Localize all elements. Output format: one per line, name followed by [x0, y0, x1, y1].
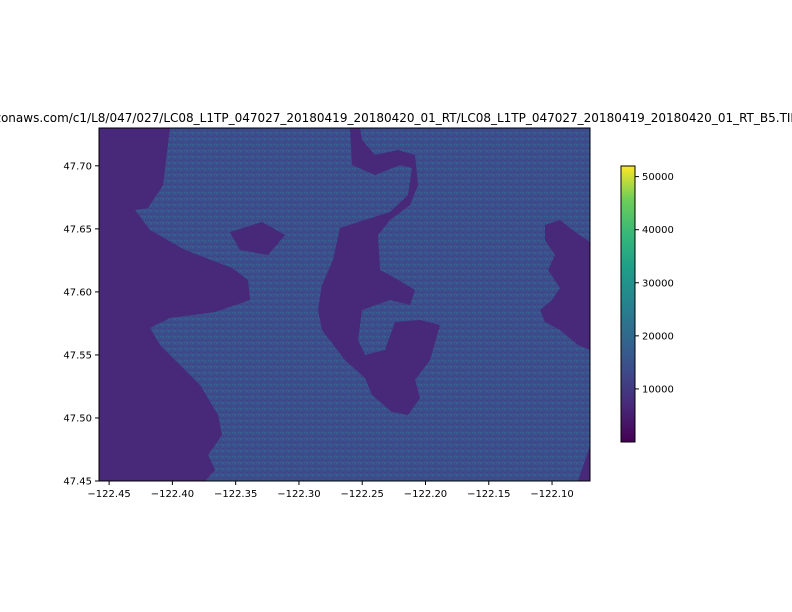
- plot-frame: [98, 127, 591, 482]
- x-tick-label: −122.35: [214, 489, 257, 500]
- water-bodies: [99, 128, 590, 481]
- colorbar-tick-label: 10000: [642, 384, 674, 395]
- plot-area: [99, 128, 590, 481]
- colorbar-axis: 10000 20000 30000 40000 50000: [635, 172, 674, 395]
- x-tick-label: −122.10: [530, 489, 573, 500]
- colorbar: [620, 165, 636, 443]
- y-tick-label: 47.60: [63, 287, 92, 298]
- colorbar-tick-label: 30000: [642, 278, 674, 289]
- x-tick-label: −122.20: [404, 489, 447, 500]
- y-tick-label: 47.55: [63, 350, 92, 361]
- y-tick-label: 47.45: [63, 477, 92, 488]
- chart-title: zonaws.com/c1/L8/047/027/LC08_L1TP_04702…: [0, 111, 792, 125]
- x-tick-label: −122.45: [87, 489, 130, 500]
- x-tick-label: −122.25: [341, 489, 384, 500]
- x-tick-label: −122.30: [277, 489, 320, 500]
- colorbar-tick-label: 50000: [642, 172, 674, 183]
- colorbar-tick-label: 20000: [642, 331, 674, 342]
- se-corner-water: [578, 446, 590, 481]
- y-tick-label: 47.70: [63, 161, 92, 172]
- lake-union-water: [230, 222, 285, 255]
- x-tick-label: −122.15: [467, 489, 510, 500]
- puget-sound-water: [99, 128, 250, 481]
- lake-sammamish-water: [540, 220, 590, 350]
- vashon-water: [99, 450, 132, 481]
- x-axis: −122.45 −122.40 −122.35 −122.30 −122.25 −122.…: [87, 481, 574, 500]
- y-tick-label: 47.50: [63, 413, 92, 424]
- colorbar-tick-label: 40000: [642, 225, 674, 236]
- x-tick-label: −122.40: [151, 489, 194, 500]
- y-tick-label: 47.65: [63, 224, 92, 235]
- y-axis: 47.45 47.50 47.55 47.60 47.65 47.70: [63, 161, 99, 488]
- lake-washington-water: [318, 128, 440, 415]
